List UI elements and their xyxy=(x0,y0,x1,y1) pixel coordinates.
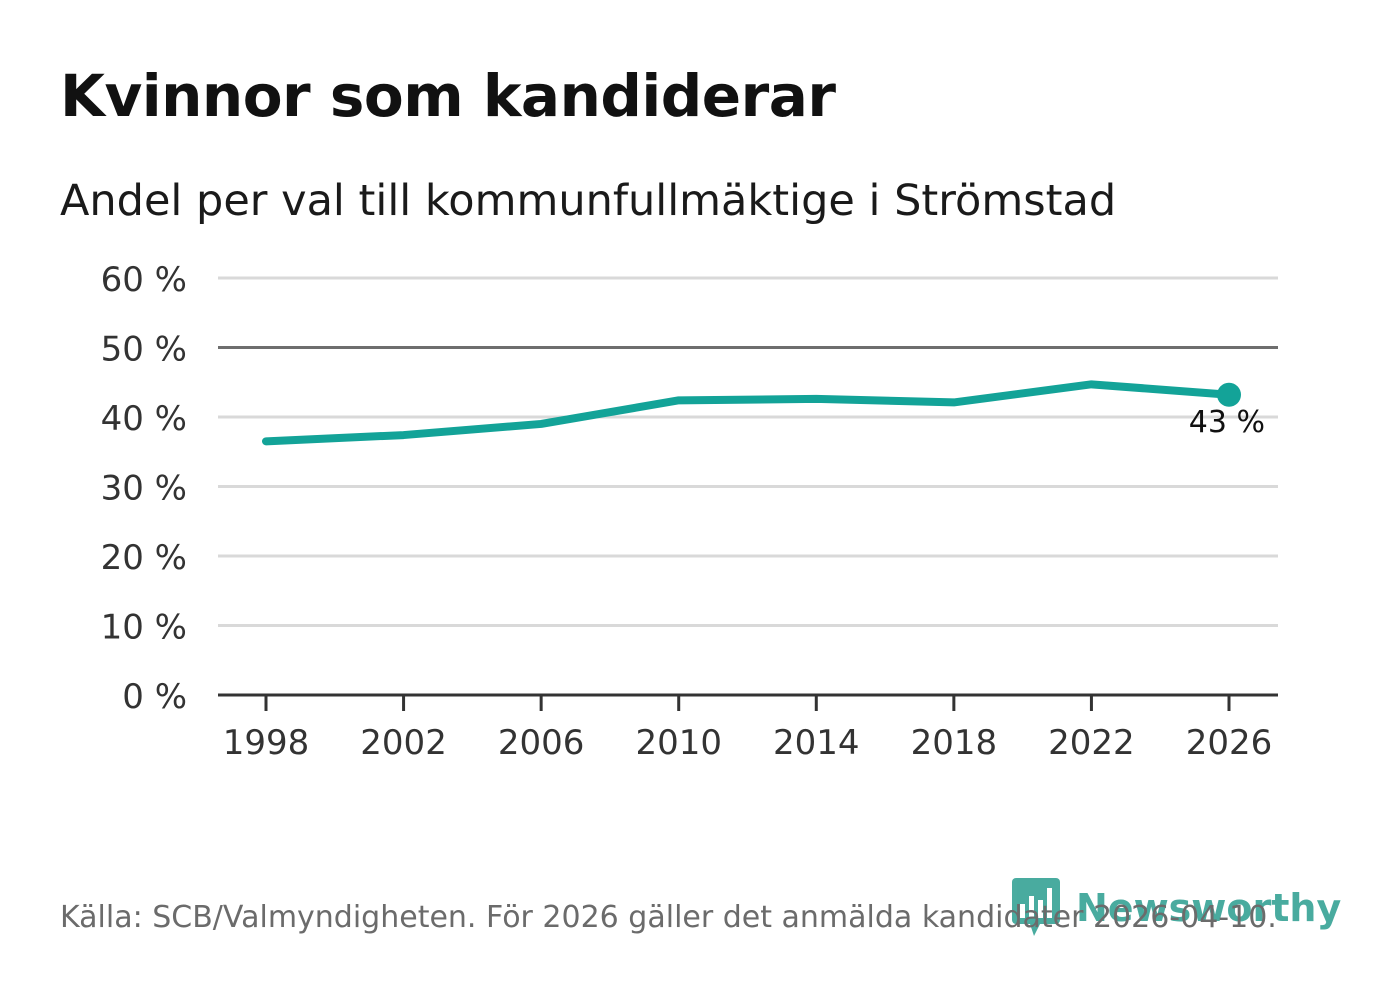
x-tick-label: 1998 xyxy=(223,723,310,763)
end-data-label: 43 % xyxy=(1189,405,1265,440)
y-tick-label: 30 % xyxy=(101,469,187,509)
x-axis: 1998 2002 2006 2010 2014 2018 2022 2026 xyxy=(218,693,1278,763)
x-tick-label: 2022 xyxy=(1048,723,1135,763)
source-note: Källa: SCB/Valmyndigheten. För 2026 gäll… xyxy=(60,900,1277,935)
x-tick-label: 2010 xyxy=(635,723,722,763)
x-tick-label: 2006 xyxy=(498,723,585,763)
y-tick-label: 40 % xyxy=(101,399,187,439)
series-line-andel-kvinnor xyxy=(262,380,1233,446)
grid-layer xyxy=(218,276,1278,627)
y-tick-label: 50 % xyxy=(101,330,187,370)
y-tick-label: 0 % xyxy=(122,677,187,717)
y-tick-label: 10 % xyxy=(101,608,187,648)
x-tick-label: 2002 xyxy=(360,723,447,763)
chart-title: Kvinnor som kandiderar xyxy=(60,62,836,130)
x-tick-label: 2018 xyxy=(911,723,998,763)
y-axis: 0 % 10 % 20 % 30 % 40 % 50 % 60 % xyxy=(101,260,187,717)
x-tick-label: 2026 xyxy=(1186,723,1273,763)
chart-subtitle: Andel per val till kommunfullmäktige i S… xyxy=(60,176,1117,226)
newsworthy-logo-icon xyxy=(1012,878,1060,936)
series-layer: 43 % xyxy=(262,380,1265,446)
y-tick-label: 20 % xyxy=(101,538,187,578)
end-point-marker xyxy=(1217,382,1241,407)
y-tick-label: 60 % xyxy=(101,260,187,300)
brand-name: Newsworthy xyxy=(1076,886,1342,930)
brand-logo: Newsworthy xyxy=(1010,876,1341,940)
x-tick-label: 2014 xyxy=(773,723,860,763)
